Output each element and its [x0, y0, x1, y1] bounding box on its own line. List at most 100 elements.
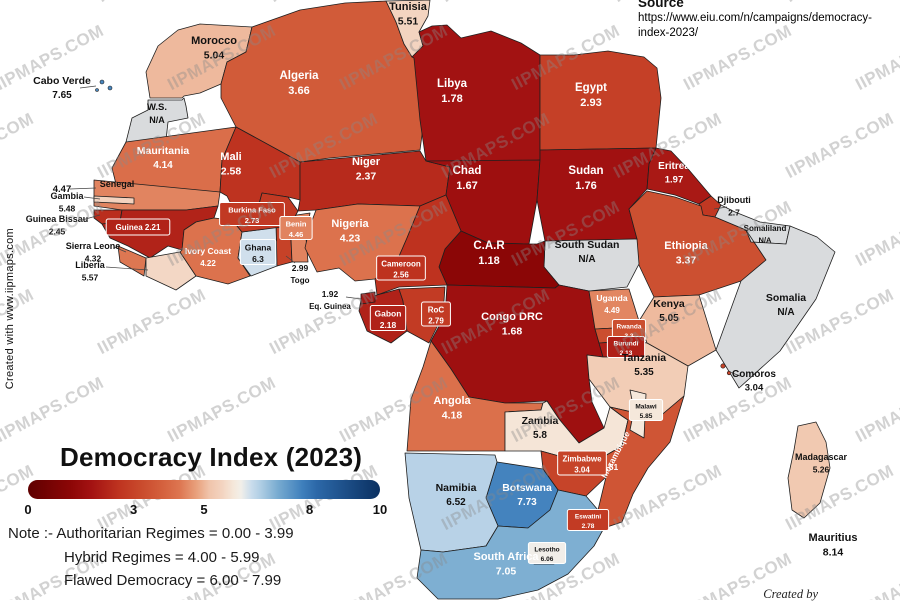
map-title: Democracy Index (2023) — [60, 442, 363, 472]
islands-cabo_verde — [95, 88, 99, 92]
label-mauritius-value: 8.14 — [823, 547, 844, 559]
label-kenya: Kenya — [653, 298, 685, 310]
label-tunisia: Tunisia — [389, 1, 428, 13]
label-benin-value: 4.46 — [289, 230, 304, 239]
leader-line — [105, 266, 149, 271]
country-liberia — [145, 251, 197, 291]
label-drc-value: 1.68 — [502, 326, 523, 338]
label-egypt-value: 2.93 — [580, 97, 601, 109]
source-url[interactable]: https://www.eiu.com/n/campaigns/democrac… — [638, 11, 900, 41]
label-sudan-value: 1.76 — [575, 180, 596, 192]
label-chad-value: 1.67 — [456, 180, 477, 192]
leader-line — [81, 214, 101, 221]
legend-tick: 0 — [24, 502, 32, 517]
country-libya — [411, 24, 541, 169]
label-nigeria-value: 4.23 — [340, 233, 361, 245]
source-label: Source — [638, 0, 684, 10]
label-lesotho-value: 6.06 — [541, 556, 554, 563]
label-eq_guinea: 1.92 — [322, 289, 339, 299]
label-zimbabwe-box-bg — [557, 450, 607, 476]
label-angola-value: 4.18 — [442, 410, 463, 422]
label-burundi-value: 2.13 — [620, 350, 633, 357]
label-malawi-value: 5.85 — [640, 413, 653, 420]
label-burkina_faso-value: 2.73 — [245, 216, 260, 225]
label-ethiopia: Ethiopia — [664, 240, 708, 252]
label-guinea-box-bg — [105, 218, 171, 236]
label-somalia-value: N/A — [777, 307, 794, 318]
label-zimbabwe-box: Zimbabwe 3.04 — [557, 450, 607, 476]
islands-comoros — [726, 370, 732, 376]
islands-cabo_verde — [107, 85, 113, 91]
label-djibouti-value: 2.7 — [728, 208, 740, 218]
label-mali-value: 2.58 — [221, 166, 242, 178]
label-sudan: Sudan — [568, 165, 603, 177]
label-tunisia-value: 5.51 — [398, 16, 419, 28]
leader-line — [345, 296, 362, 300]
label-ethiopia-value: 3.37 — [676, 255, 697, 267]
note-flawed: Flawed Democracy = 6.00 - 7.99 — [64, 572, 282, 589]
note-authoritarian: Note :- Authoritarian Regimes = 0.00 - 3… — [8, 525, 294, 542]
label-eswatini-box: Eswatini 2.78 — [566, 509, 610, 531]
legend-notes: Note :- Authoritarian Regimes = 0.00 - 3… — [8, 522, 294, 593]
label-sierra_leone-value: 4.32 — [85, 254, 102, 264]
label-ghana: Ghana — [245, 243, 272, 253]
label-gabon: Gabon — [375, 309, 402, 319]
label-roc-box-bg — [421, 301, 451, 327]
label-algeria: Algeria — [280, 70, 320, 82]
label-niger-value: 2.37 — [356, 171, 377, 183]
label-cameroon-box-bg — [376, 255, 426, 281]
legend-tick: 3 — [129, 502, 138, 517]
label-malawi-box: Malawi 5.85 — [628, 399, 664, 421]
label-western_sahara: W.S. — [147, 102, 167, 113]
label-cameroon-box: Cameroon 2.56 — [376, 255, 426, 281]
label-somaliland: Somaliland — [744, 224, 787, 233]
country-madagascar — [787, 421, 831, 519]
label-cabo_verde: Cabo Verde — [33, 75, 91, 87]
leader-line — [79, 85, 97, 89]
label-botswana: Botswana — [502, 482, 552, 494]
country-gambia — [93, 195, 135, 205]
islands-cabo_verde — [99, 79, 105, 85]
label-ivory_coast-value: 4.22 — [200, 259, 216, 268]
credit-left: Created with www.iipmaps.com — [4, 228, 16, 390]
label-mauritius: Mauritius — [809, 532, 858, 544]
legend-tick: 5 — [200, 502, 208, 517]
country-eq_guinea — [360, 291, 376, 305]
label-gabon-value: 2.18 — [380, 320, 397, 330]
source-url-line1: https://www.eiu.com/n/campaigns/democrac… — [638, 12, 872, 24]
legend-tick: 8 — [305, 502, 314, 517]
label-comoros-value: 3.04 — [745, 383, 764, 394]
label-zambia: Zambia — [522, 415, 559, 427]
label-lesotho: Lesotho — [534, 547, 559, 554]
label-guinea: Guinea 2.21 — [116, 223, 161, 232]
label-nigeria: Nigeria — [331, 218, 369, 230]
label-morocco-value: 5.04 — [204, 50, 225, 62]
label-somalia: Somalia — [766, 292, 806, 304]
label-burkina_faso: Burkina Faso — [228, 206, 276, 215]
label-malawi: Malawi — [635, 404, 657, 411]
label-morocco: Morocco — [191, 35, 237, 47]
label-gambia-value: 5.48 — [59, 204, 76, 214]
leader-line — [285, 255, 296, 264]
label-eswatini-value: 2.78 — [582, 523, 595, 530]
label-burundi-box-bg — [606, 336, 646, 358]
label-benin: Benin — [286, 220, 307, 229]
label-angola: Angola — [433, 395, 471, 407]
label-madagascar-value: 5.26 — [813, 465, 830, 475]
leader-line — [713, 206, 728, 210]
leader-line — [113, 246, 127, 253]
label-guinea_bissau: Guinea Bissau — [26, 214, 89, 224]
label-ghana-box-bg — [239, 239, 277, 265]
label-car: C.A.R — [473, 240, 505, 252]
color-scale-bar — [28, 480, 380, 499]
label-car-value: 1.18 — [478, 255, 499, 267]
label-namibia: Namibia — [436, 482, 477, 494]
label-senegal-value: 4.47 — [53, 184, 72, 195]
label-uganda: Uganda — [596, 293, 627, 303]
label-ghana-value: 6.3 — [252, 254, 264, 264]
label-guinea-box: Guinea 2.21 — [105, 218, 171, 236]
label-senegal: Senegal — [100, 179, 135, 189]
